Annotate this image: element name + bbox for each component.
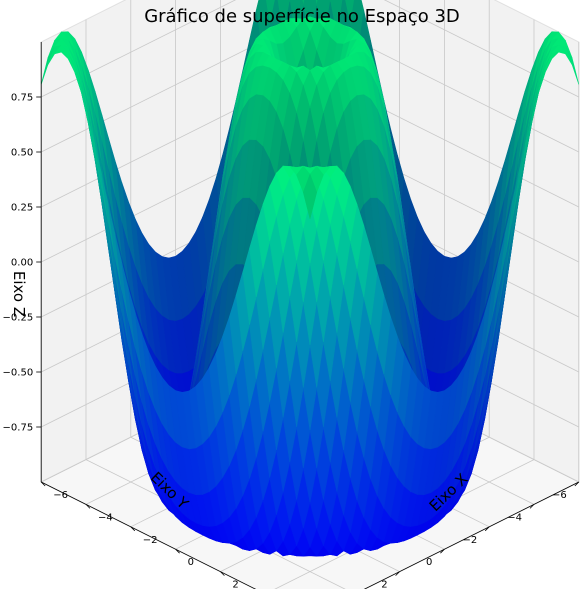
gridline-z (41, 0, 579, 98)
x-tick-mark (40, 481, 46, 487)
y-tick-label: −2 (462, 535, 477, 546)
x-tick-mark (220, 571, 225, 576)
y-tick-mark (574, 481, 580, 487)
y-tick-label: −6 (552, 490, 567, 501)
y-tick-label: 0 (426, 557, 432, 568)
y-tick-mark (529, 504, 535, 509)
z-tick-label: −0.75 (3, 423, 34, 434)
x-tick-mark (85, 504, 91, 509)
y-tick-label: −4 (507, 512, 522, 523)
z-tick-label: 0.75 (11, 93, 33, 104)
axis-lines (36, 42, 580, 589)
x-tick-mark (130, 526, 136, 532)
y-tick-mark (484, 526, 490, 532)
y-tick-mark (440, 548, 445, 554)
tick-labels: −6−4−20246−6−4−202460.750.500.250.00−0.2… (3, 93, 567, 589)
surface-mesh (40, 0, 580, 557)
x-tick-label: 2 (232, 580, 238, 589)
z-tick-label: −0.50 (3, 368, 34, 379)
z-tick-label: 0.00 (11, 258, 33, 269)
chart-title: Gráfico de superfície no Espaço 3D (144, 6, 460, 27)
x-tick-label: 0 (188, 557, 194, 568)
x-tick-label: −6 (53, 490, 68, 501)
z-tick-label: −0.25 (3, 313, 34, 324)
x-tick-label: −4 (98, 512, 113, 523)
surface-facet (302, 173, 318, 219)
z-tick-label: 0.25 (11, 203, 33, 214)
y-tick-mark (395, 571, 400, 576)
x-tick-label: −2 (143, 535, 158, 546)
y-tick-label: 2 (381, 580, 387, 589)
z-tick-label: 0.50 (11, 148, 33, 159)
x-tick-mark (175, 548, 180, 554)
z-axis-label: Eixo Z (10, 271, 28, 317)
